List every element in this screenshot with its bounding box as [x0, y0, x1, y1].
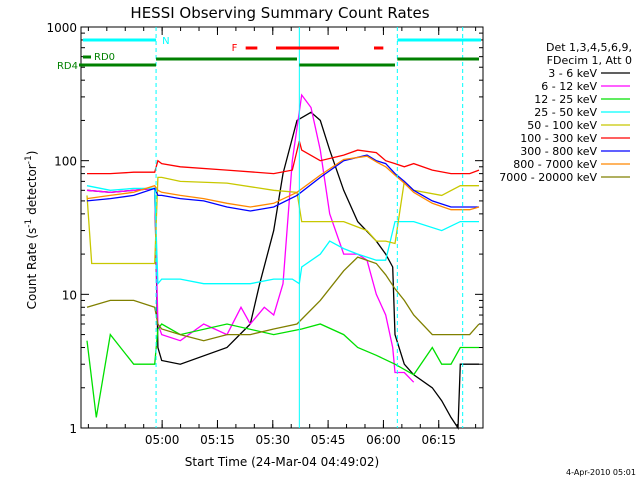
legend-entry-label: 7000 - 20000 keV	[499, 171, 597, 184]
legend-entry-label: 6 - 12 keV	[541, 80, 597, 93]
legend-entry-label: 50 - 100 keV	[527, 119, 597, 132]
y-tick-label: 1000	[46, 21, 77, 35]
x-tick-label: 05:45	[311, 433, 346, 447]
chart-title: HESSI Observing Summary Count Rates	[130, 4, 429, 22]
flag-layer: N F RD0 RD4	[57, 27, 481, 428]
x-tick-label: 06:15	[421, 433, 456, 447]
x-tick-label: 05:15	[200, 433, 235, 447]
series-line-1	[86, 93, 415, 383]
legend-entry-label: 300 - 800 keV	[520, 145, 597, 158]
legend-entry-label: 12 - 25 keV	[534, 93, 597, 106]
y-tick-label: 100	[54, 155, 77, 169]
legend-header-line1: Det 1,3,4,5,6,9,	[546, 41, 632, 54]
y-axis-label-main: Count Rate (s	[25, 228, 39, 310]
legend-header-line2: FDecim 1, Att 0	[547, 54, 632, 67]
series-line-7	[86, 155, 480, 211]
legend-entry-label: 100 - 300 keV	[520, 132, 597, 145]
rd0-flag-label: RD0	[94, 52, 115, 63]
x-ticks: 05:00 05:15 05:30 05:45 06:00 06:15	[87, 27, 477, 447]
legend-entry-label: 800 - 7000 keV	[513, 158, 597, 171]
y-ticks: 1 10 100 1000	[46, 21, 483, 436]
y-tick-label: 1	[69, 422, 77, 436]
series-line-2	[86, 323, 479, 418]
series-line-0	[86, 111, 479, 431]
timestamp: 4-Apr-2010 05:01	[566, 468, 636, 477]
y-axis-label-sup1: -1	[24, 219, 34, 228]
series-line-4	[86, 176, 479, 265]
y-axis-label-end: )	[25, 151, 39, 156]
plot-area	[80, 26, 484, 429]
x-tick-label: 05:00	[145, 433, 180, 447]
y-axis-label: Count Rate (s-1 detector-1)	[24, 151, 39, 310]
y-tick-label: 10	[62, 288, 77, 302]
flare-flag-label: F	[232, 43, 238, 54]
series-line-3	[86, 185, 479, 286]
x-axis-label: Start Time (24-Mar-04 04:49:02)	[185, 455, 379, 469]
y-axis-label-mid: detector	[25, 164, 39, 219]
legend-entry-label: 3 - 6 keV	[548, 67, 597, 80]
series-line-6	[86, 154, 479, 212]
series-line-8	[86, 256, 480, 342]
y-axis-label-sup2: -1	[24, 155, 34, 164]
legend-entry-label: 25 - 50 keV	[534, 106, 597, 119]
night-flag-label: N	[162, 36, 169, 47]
series-layer	[86, 93, 480, 431]
x-tick-label: 06:00	[366, 433, 401, 447]
x-tick-label: 05:30	[255, 433, 290, 447]
series-line-5	[87, 140, 480, 175]
rd4-flag-label: RD4	[57, 61, 78, 72]
